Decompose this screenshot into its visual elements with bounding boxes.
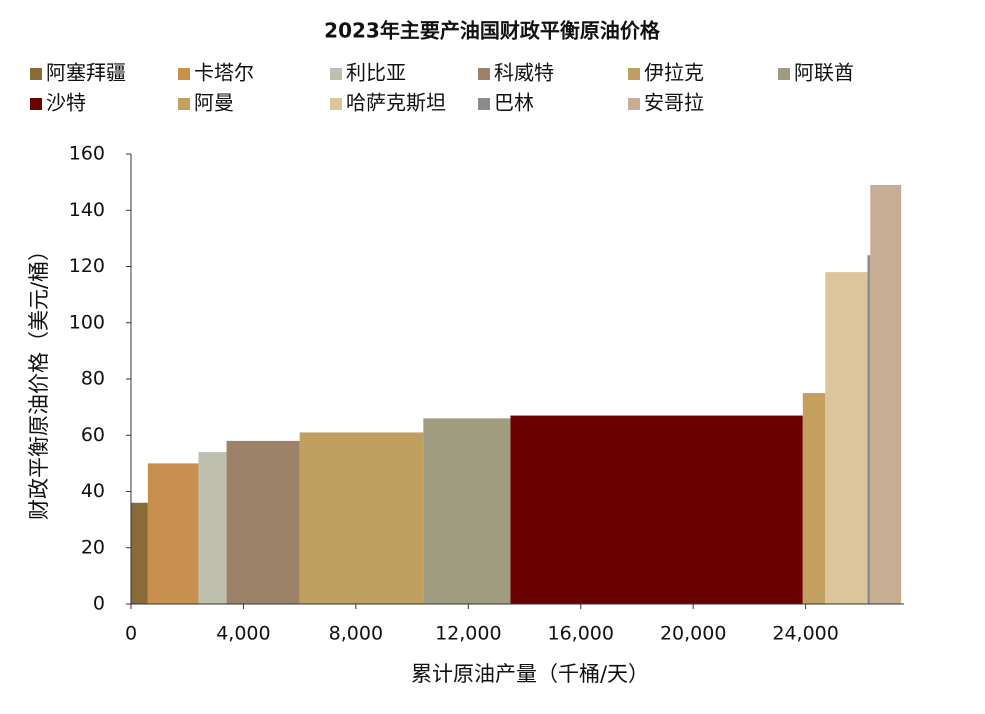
x-tick-label: 24,000	[772, 623, 838, 645]
legend-swatch	[30, 98, 42, 110]
x-tick-label: 4,000	[216, 623, 270, 645]
y-tick-label: 40	[81, 480, 105, 502]
legend-swatch	[778, 68, 790, 80]
y-tick-label: 0	[93, 593, 105, 615]
legend-swatch	[178, 98, 190, 110]
legend-swatch	[478, 98, 490, 110]
y-tick-label: 60	[81, 424, 105, 446]
legend-label: 利比亚	[346, 61, 406, 85]
x-axis-title: 累计原油产量（千桶/天）	[411, 662, 649, 686]
bar	[423, 418, 511, 604]
x-tick-label: 8,000	[329, 623, 383, 645]
y-tick-label: 80	[81, 368, 105, 390]
x-tick-label: 20,000	[660, 623, 726, 645]
bar	[510, 415, 803, 604]
legend-swatch	[330, 68, 342, 80]
legend-label: 卡塔尔	[194, 61, 254, 85]
y-tick-label: 140	[69, 199, 105, 221]
legend-swatch	[330, 98, 342, 110]
legend-label: 安哥拉	[644, 91, 704, 115]
bar	[825, 272, 868, 604]
bar	[147, 463, 199, 604]
bar	[802, 393, 826, 604]
y-tick-label: 160	[69, 143, 105, 165]
legend-label: 阿联酋	[794, 61, 854, 85]
legend-label: 哈萨克斯坦	[346, 91, 446, 115]
legend-swatch	[478, 68, 490, 80]
bar	[867, 255, 871, 604]
legend-swatch	[628, 98, 640, 110]
x-tick-label: 16,000	[548, 623, 614, 645]
x-tick-label: 0	[125, 623, 137, 645]
bar	[870, 184, 902, 604]
bar	[131, 502, 148, 604]
legend-label: 巴林	[494, 91, 534, 115]
bar	[198, 452, 227, 604]
legend-label: 阿曼	[194, 91, 234, 115]
bar	[226, 440, 300, 604]
legend-label: 科威特	[494, 61, 554, 85]
y-tick-label: 20	[81, 536, 105, 558]
y-tick-label: 120	[69, 255, 105, 277]
legend-label: 沙特	[46, 91, 86, 115]
bar	[299, 432, 424, 604]
chart-title: 2023年主要产油国财政平衡原油价格	[324, 19, 661, 43]
legend-swatch	[178, 68, 190, 80]
legend-label: 阿塞拜疆	[46, 61, 126, 85]
y-tick-label: 100	[69, 311, 105, 333]
y-axis-title: 财政平衡原油价格（美元/桶）	[27, 240, 51, 520]
legend-label: 伊拉克	[644, 61, 704, 85]
x-tick-label: 12,000	[435, 623, 501, 645]
legend-swatch	[628, 68, 640, 80]
legend-swatch	[30, 68, 42, 80]
